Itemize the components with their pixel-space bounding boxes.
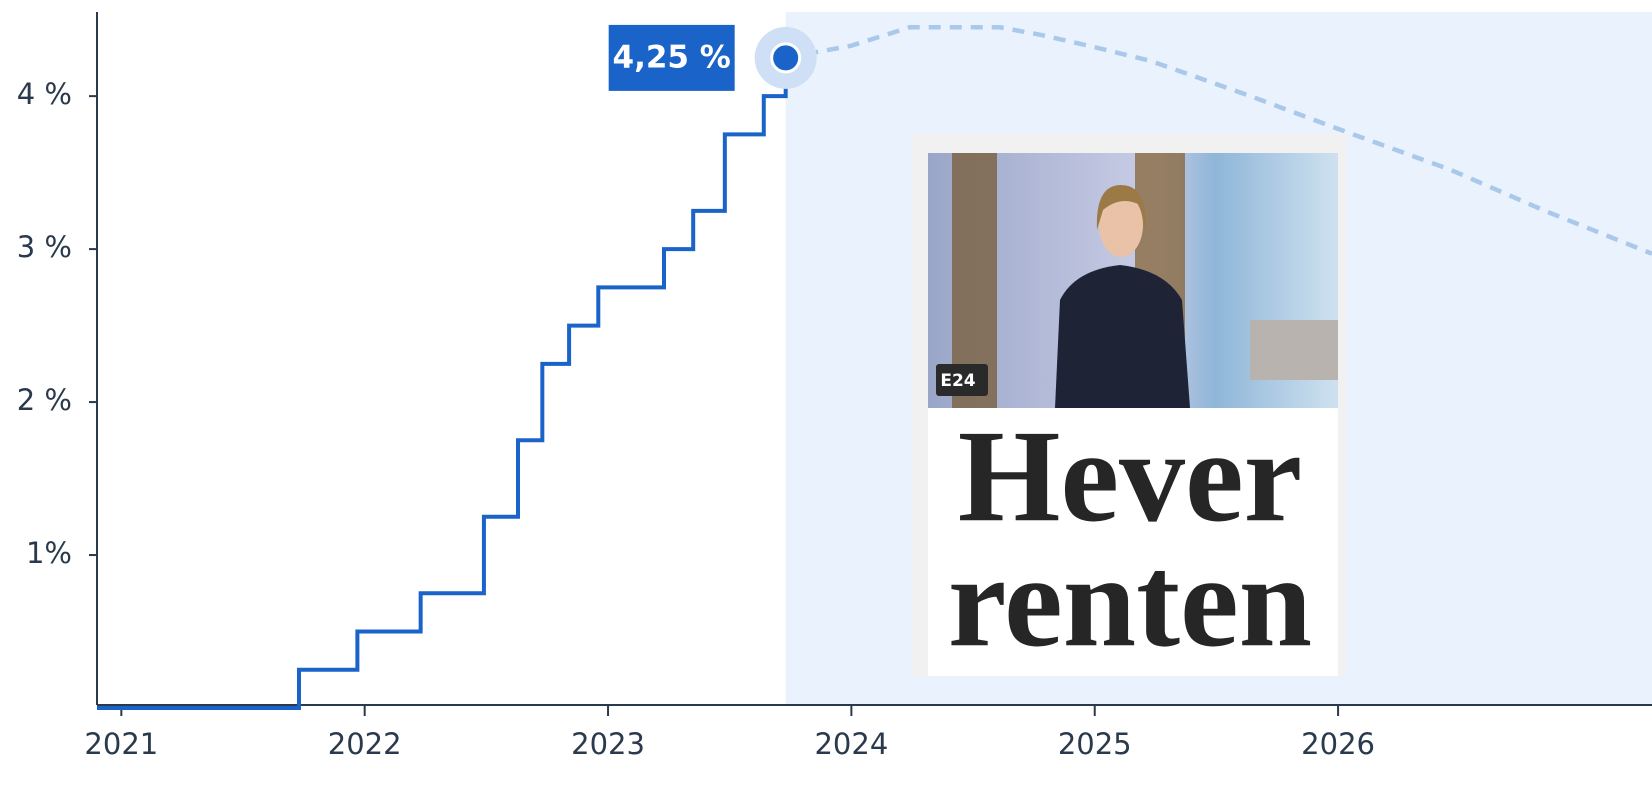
x-tick-label: 2023 <box>571 727 645 761</box>
x-tick-label: 2022 <box>328 727 402 761</box>
point <box>770 42 802 74</box>
y-tick-label: 3 % <box>17 230 72 264</box>
rate-line <box>97 57 788 710</box>
headline: Hever <box>958 402 1302 549</box>
photo-person <box>1055 265 1190 408</box>
x-tick-label: 2024 <box>814 727 888 761</box>
news-card: E24 Hever renten <box>912 133 1346 677</box>
photo-person <box>1099 193 1143 257</box>
photo-podium <box>1250 320 1338 380</box>
x-tick-label: 2026 <box>1301 727 1375 761</box>
x-tick-label: 2021 <box>84 727 158 761</box>
x-tick-label: 2025 <box>1058 727 1132 761</box>
y-tick-label: 1% <box>26 536 72 570</box>
headline: renten <box>948 527 1312 674</box>
photo-person <box>1096 185 1147 232</box>
forecast-line <box>785 25 1652 256</box>
headline-area <box>928 408 1338 676</box>
y-tick-label: 2 % <box>17 383 72 417</box>
badge-text: E24 <box>940 371 975 391</box>
value-label: 4,25 % <box>613 39 731 75</box>
badge <box>936 364 988 396</box>
value-label-box <box>608 24 735 91</box>
y-tick-label: 4 % <box>17 77 72 111</box>
